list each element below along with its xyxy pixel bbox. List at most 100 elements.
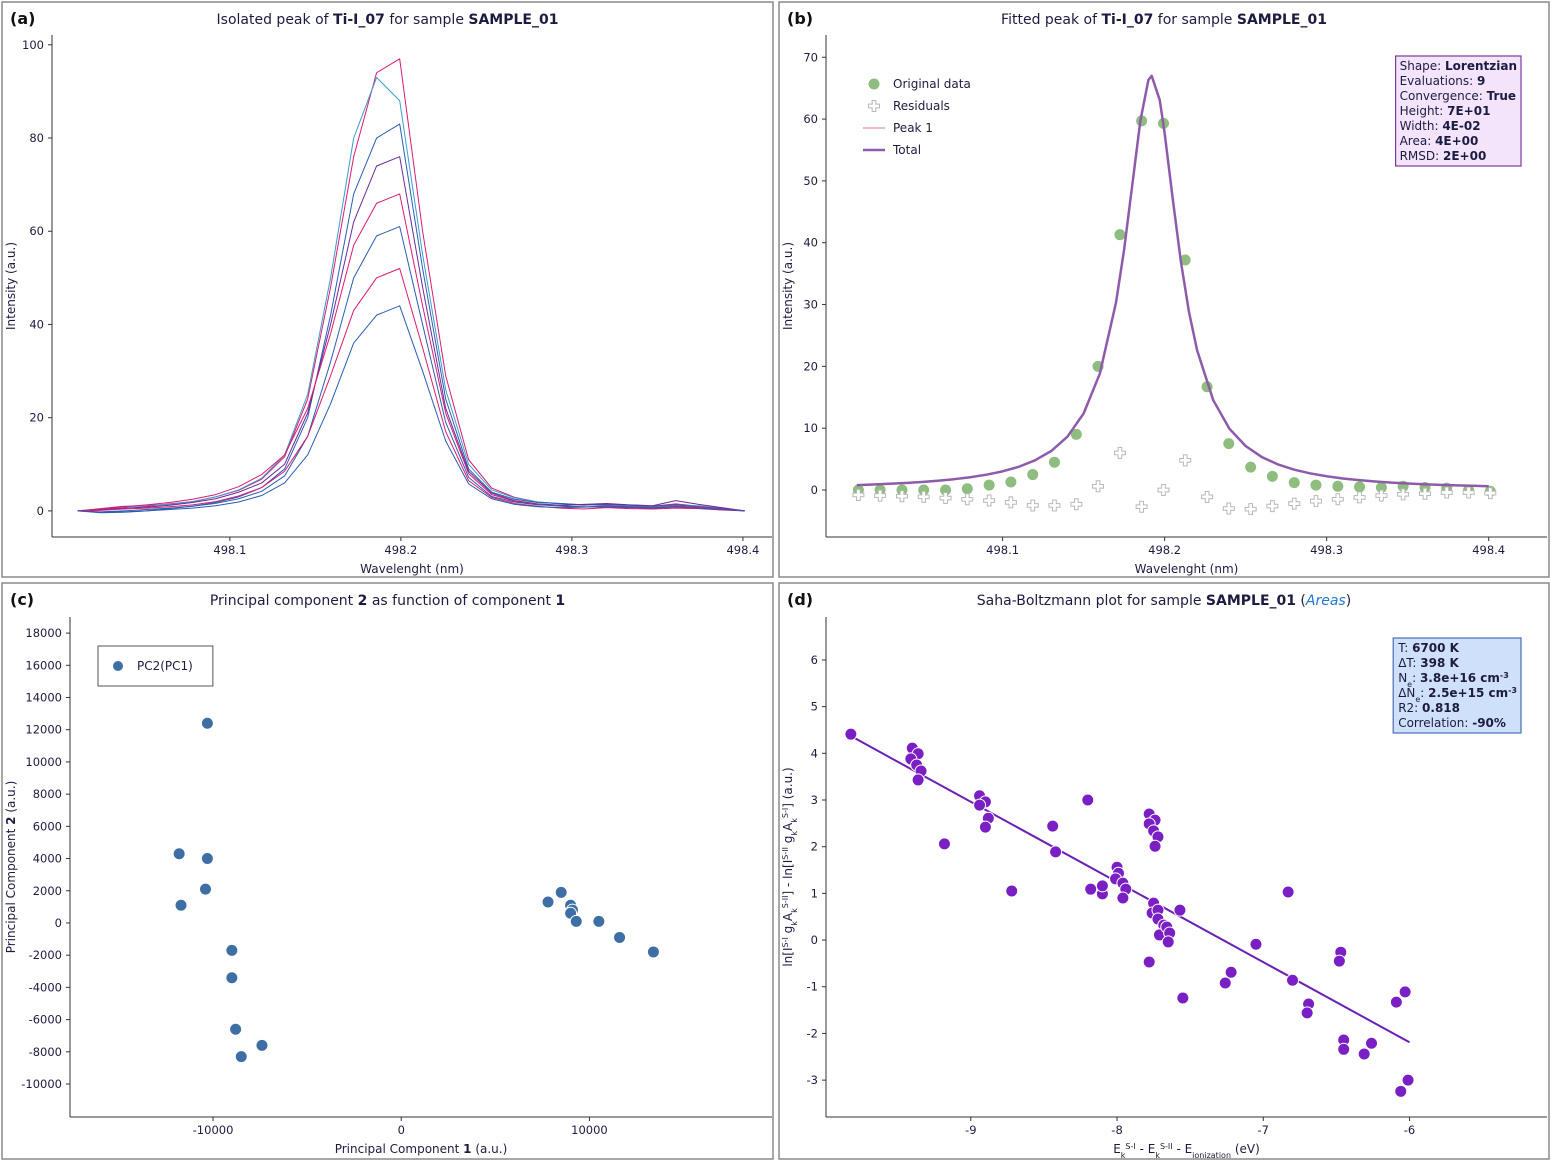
text-part: 0.818 [1422,701,1460,715]
y-tick-label: 8000 [33,787,62,801]
text-part: Wavelenght (nm) [360,562,464,576]
text-part: Principal component [210,593,358,609]
y-tick-label: 60 [803,112,818,126]
y-tick-label: 3 [811,793,818,807]
series-line [856,74,1489,488]
y-tick-label: 2000 [33,884,62,898]
annotation-line: RMSD: 2E+00 [1400,149,1487,163]
y-tick-label: 0 [811,483,818,497]
text-part: 2.5e+15 cm [1428,686,1508,700]
y-tick-label: 2 [811,840,818,854]
text-part: k [790,921,799,926]
data-point [1281,885,1295,899]
text-part: 1 [555,593,565,609]
x-tick-label: 498.3 [555,543,588,557]
text-part: Principal Component [335,1142,463,1156]
residual-marker [1026,499,1039,512]
chart-title: Saha-Boltzmann plot for sample SAMPLE_01… [977,593,1351,609]
text-part: g [781,836,795,847]
text-part: A [781,912,795,921]
data-point [1070,428,1082,440]
text-part: ( [1296,593,1306,609]
legend-symbol [112,660,124,672]
y-axis-label: Principal Component 2 (a.u.) [4,781,18,954]
data-point [1375,482,1387,494]
y-tick-label: 0 [37,504,44,518]
chart-title: Fitted peak of Ti-I_07 for sample SAMPLE… [1001,12,1327,28]
data-point [983,479,995,491]
data-point [961,483,973,495]
text-part: T: [1397,641,1412,655]
text-part: g [781,926,795,937]
text-part: -3 [1500,671,1509,680]
text-part: ln[I [781,948,795,967]
annotation-line: Height: 7E+01 [1400,104,1491,118]
data-point [1394,1084,1408,1098]
y-tick-label: 4000 [33,852,62,866]
data-point [1288,477,1300,489]
text-part: E [1113,1142,1121,1156]
y-tick-label: 18000 [25,626,62,640]
data-point [1245,461,1257,473]
residual-marker [1353,491,1366,504]
residual-marker [1070,498,1083,511]
text-part: ionization [1192,1151,1231,1160]
annotation-line: R2: 0.818 [1398,701,1460,715]
text-part: k [1121,1151,1126,1160]
data-point [554,885,568,899]
annotation-line: Convergence: True [1400,89,1516,103]
text-part: Width: [1400,119,1443,133]
panel-label: (d) [787,590,813,609]
text-part: -90% [1472,716,1506,730]
data-point [918,484,930,496]
y-tick-label: 70 [803,50,818,64]
text-part: ΔN [1398,686,1415,700]
text-part: 2 [358,593,368,609]
panel-frame [1,1,774,578]
y-tick-label: 16000 [25,658,62,672]
data-point [844,727,858,741]
y-tick-label: 1 [811,886,818,900]
text-part: ] (a.u.) [781,767,795,807]
residual-marker [939,492,952,505]
data-point [1224,965,1238,979]
y-tick-label: 80 [29,131,44,145]
text-part: SAMPLE_01 [1206,593,1296,609]
y-tick-label: 0 [811,933,818,947]
text-part: for sample [1153,12,1237,28]
y-tick-label: 100 [22,38,44,52]
data-point [1173,903,1187,917]
data-point [1084,882,1098,896]
text-part: 4E+00 [1435,134,1478,148]
data-point [1081,793,1095,807]
annotation-line: ΔT: 398 K [1398,656,1459,670]
legend: PC2(PC1) [97,645,214,687]
data-point [1005,884,1019,898]
data-point [1148,839,1162,853]
data-point [937,837,951,851]
text-part: as function of component [367,593,555,609]
text-part: 9 [1477,74,1485,88]
x-tick-label: -8 [1111,1123,1122,1137]
annotation-line: Evaluations: 9 [1400,74,1486,88]
data-point [1401,1073,1415,1087]
data-point [225,971,239,985]
data-point [234,1050,248,1064]
y-tick-label: 20 [803,359,818,373]
residual-marker [1331,493,1344,506]
text-part: R2: [1398,701,1422,715]
data-point [255,1038,269,1052]
data-point [1049,845,1063,859]
text-part: ] - ln[I [781,860,795,896]
text-part[interactable]: Areas [1305,593,1346,609]
residual-marker [917,490,930,503]
text-part: e [1415,695,1420,704]
text-part: 7E+01 [1447,104,1490,118]
text-part: Convergence: [1400,89,1487,103]
y-tick-label: 14000 [25,691,62,705]
y-tick-label: -2000 [29,948,62,962]
y-axis-label: Intensity (a.u.) [781,242,795,330]
x-tick-label: 10000 [571,1123,608,1137]
text-part: 6700 K [1412,641,1460,655]
series-line [77,268,745,512]
